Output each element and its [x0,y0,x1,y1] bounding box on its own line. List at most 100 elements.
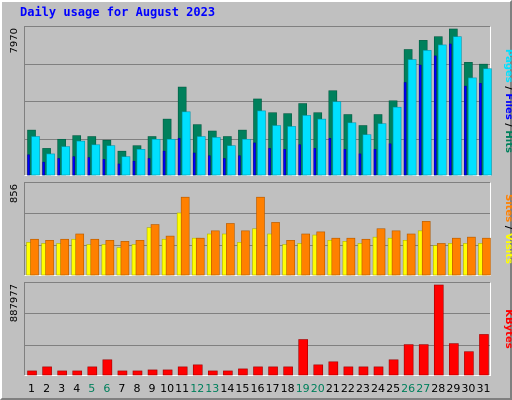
bar-files-day-12 [192,152,196,176]
bar-kbytes-day-13 [208,370,218,376]
bar-kbytes-day-17 [268,366,278,376]
bar-sites-day-4 [75,233,85,276]
x-tick-label-19: 19 [296,382,310,395]
bar-files-day-28 [433,55,437,176]
legend-files: Files [503,90,512,120]
legend-separator: / [503,222,512,229]
bar-sites-day-27 [421,221,431,276]
bar-sites-day-24 [376,228,386,276]
bar-kbytes-day-1 [27,370,37,376]
bar-files-day-17 [268,148,271,176]
x-tick-label-25: 25 [386,382,400,395]
bar-kbytes-day-3 [57,370,67,376]
bar-files-day-25 [388,143,392,176]
bar-pages-day-18 [287,126,296,176]
bar-kbytes-day-6 [102,359,113,376]
x-tick-label-4: 4 [73,382,80,395]
bar-sites-day-22 [346,237,356,276]
x-tick-label-7: 7 [118,382,125,395]
bar-pages-day-28 [437,44,447,176]
bar-kbytes-day-2 [42,366,52,376]
bar-pages-day-6 [106,145,116,176]
bar-files-day-15 [238,155,241,176]
legend-separator: / [503,83,512,90]
bar-kbytes-day-20 [313,364,324,376]
panel-1: 7970 Pages / Files / Hits [9,26,512,176]
legend: Sites / Visits [503,194,512,264]
bar-pages-day-11 [181,111,191,176]
legend-visits: Visits [503,229,512,264]
bar-kbytes-day-29 [449,343,459,376]
bar-files-day-14 [223,158,226,176]
bar-sites-day-13 [211,230,220,276]
bar-sites-day-28 [436,243,446,276]
bar-kbytes-day-5 [87,366,98,376]
bar-kbytes-day-28 [433,284,444,376]
bar-files-day-30 [464,85,467,176]
panel-border-dark [24,182,491,276]
bar-kbytes-day-4 [72,370,83,376]
legend: Pages / Files / Hits [503,49,512,153]
bar-kbytes-day-23 [358,366,369,376]
bar-kbytes-day-22 [343,366,354,376]
bar-kbytes-day-18 [283,366,293,376]
bar-pages-day-27 [422,50,432,176]
bar-files-day-29 [449,43,452,176]
bar-sites-day-14 [226,223,235,276]
bar-sites-day-3 [60,238,69,276]
x-tick-label-26: 26 [401,382,415,395]
bar-pages-day-30 [468,77,477,176]
bar-pages-day-16 [257,110,266,176]
y-max-label: 856 [9,184,20,203]
bar-kbytes-day-8 [132,370,143,376]
bar-pages-day-31 [483,68,492,176]
x-tick-label-30: 30 [461,382,475,395]
x-tick-label-17: 17 [266,382,280,395]
x-tick-label-28: 28 [431,382,445,395]
legend-sites: Sites [503,194,512,222]
bar-files-day-26 [403,82,407,176]
bar-kbytes-day-9 [147,369,158,376]
bar-pages-day-25 [392,106,402,176]
bar-sites-day-20 [316,231,326,276]
bar-kbytes-day-15 [238,368,248,376]
bar-sites-day-25 [391,230,401,276]
bar-pages-day-13 [212,137,221,176]
x-tick-label-6: 6 [103,382,110,395]
bar-sites-day-16 [256,196,265,276]
x-tick-label-9: 9 [149,382,156,395]
bar-sites-day-8 [135,240,145,276]
y-max-label: 887977 [9,284,20,322]
bar-sites-day-29 [452,237,461,276]
panel-border-light [24,182,491,276]
bar-kbytes-day-12 [192,364,203,376]
bar-pages-day-21 [332,101,342,176]
bar-kbytes-day-25 [388,359,399,376]
bar-kbytes-day-21 [328,361,339,376]
bar-pages-day-10 [166,138,176,176]
bar-files-day-11 [177,138,181,176]
bar-files-day-7 [117,163,121,176]
bar-kbytes-day-14 [223,370,233,376]
legend-separator: / [503,120,512,127]
x-tick-label-12: 12 [190,382,204,395]
x-tick-label-22: 22 [341,382,355,395]
bar-pages-day-20 [317,118,327,176]
panel-border-dark [24,26,491,176]
bar-kbytes-day-7 [117,370,128,376]
bar-files-day-21 [328,138,332,176]
x-tick-label-11: 11 [175,382,189,395]
chart-panels: 7970 Pages / Files / Hits 856 Sites / Visit… [9,26,512,376]
bar-files-day-5 [87,157,91,176]
x-tick-label-29: 29 [446,382,460,395]
x-tick-label-8: 8 [133,382,140,395]
bar-kbytes-day-19 [298,339,308,376]
bar-pages-day-4 [76,140,86,176]
bar-files-day-4 [72,156,76,176]
bar-sites-day-21 [331,237,341,276]
bar-files-day-19 [298,144,301,176]
panel-border-dark [24,282,491,376]
bar-files-day-20 [313,148,317,176]
x-tick-label-21: 21 [326,382,340,395]
bar-kbytes-day-10 [162,369,173,376]
